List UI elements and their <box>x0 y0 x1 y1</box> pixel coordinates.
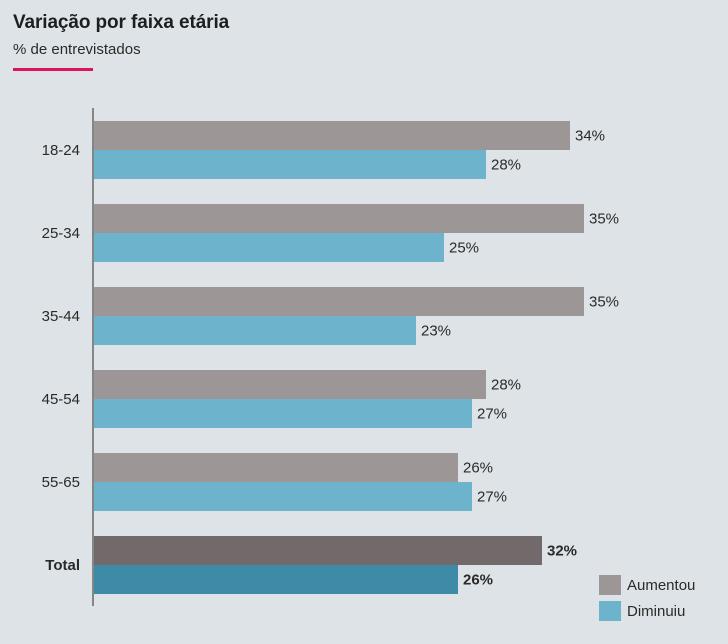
chart-title: Variação por faixa etária <box>13 12 230 33</box>
legend-item-aumentou: Aumentou <box>599 574 695 596</box>
data-label: 35% <box>589 294 619 311</box>
bar-aumentou-55-65 <box>94 453 458 482</box>
bar-diminuiu-total <box>94 565 458 594</box>
category-label: Total <box>45 557 80 574</box>
bar-diminuiu-18-24 <box>94 150 486 179</box>
bar-aumentou-18-24 <box>94 121 570 150</box>
data-label: 23% <box>421 323 451 340</box>
bar-aumentou-total <box>94 536 542 565</box>
category-label: 55-65 <box>42 474 80 491</box>
category-label: 45-54 <box>42 391 80 408</box>
data-label: 34% <box>575 128 605 145</box>
data-label: 25% <box>449 240 479 257</box>
bar-aumentou-25-34 <box>94 204 584 233</box>
data-label: 27% <box>477 406 507 423</box>
legend-swatch-diminuiu <box>599 601 621 621</box>
legend-label-aumentou: Aumentou <box>627 576 696 594</box>
legend-swatch-aumentou <box>599 575 621 595</box>
data-label: 28% <box>491 157 521 174</box>
category-label: 35-44 <box>42 308 80 325</box>
bar-diminuiu-35-44 <box>94 316 416 345</box>
chart-subtitle: % de entrevistados <box>13 41 141 58</box>
legend: Aumentou Diminuiu <box>599 574 695 626</box>
bar-diminuiu-55-65 <box>94 482 472 511</box>
legend-item-diminuiu: Diminuiu <box>599 600 695 622</box>
bar-aumentou-45-54 <box>94 370 486 399</box>
data-label: 27% <box>477 489 507 506</box>
legend-label-diminuiu: Diminuiu <box>627 602 686 620</box>
data-label: 32% <box>547 543 577 560</box>
bar-diminuiu-45-54 <box>94 399 472 428</box>
category-label: 25-34 <box>42 225 80 242</box>
data-label: 35% <box>589 211 619 228</box>
bar-aumentou-35-44 <box>94 287 584 316</box>
category-label: 18-24 <box>42 142 80 159</box>
data-label: 26% <box>463 572 493 589</box>
data-label: 26% <box>463 460 493 477</box>
data-label: 28% <box>491 377 521 394</box>
bar-diminuiu-25-34 <box>94 233 444 262</box>
accent-underline <box>13 68 93 71</box>
